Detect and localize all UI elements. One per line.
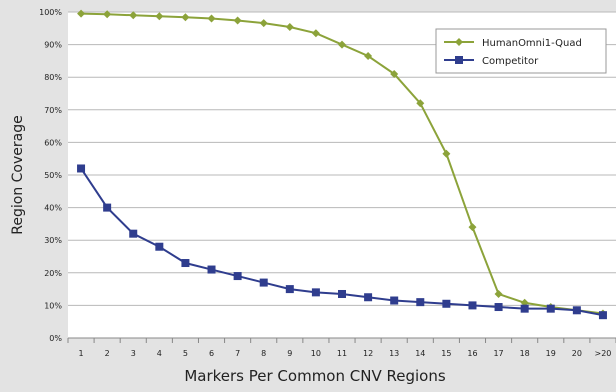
- data-point: [520, 304, 529, 313]
- legend-box: [435, 28, 607, 74]
- data-point: [285, 285, 294, 294]
- data-point: [338, 40, 346, 49]
- y-tick-label: 70%: [44, 106, 62, 115]
- data-point: [390, 69, 399, 78]
- x-tick-label: 7: [235, 349, 240, 358]
- series-1: [77, 164, 607, 320]
- x-tick-label: 19: [546, 349, 556, 358]
- data-point: [468, 223, 477, 232]
- x-tick-label: 9: [287, 349, 292, 358]
- y-tick-label: 90%: [44, 41, 62, 50]
- data-point: [311, 29, 320, 38]
- x-tick-label: 20: [572, 349, 582, 358]
- x-tick-label: 5: [183, 349, 188, 358]
- data-point: [77, 9, 86, 18]
- legend-marker: [455, 56, 463, 64]
- x-tick-label: 18: [520, 349, 530, 358]
- data-point: [181, 13, 190, 22]
- data-point: [181, 259, 190, 268]
- data-point: [207, 265, 216, 274]
- x-tick-label: 12: [363, 349, 373, 358]
- x-tick-label: 3: [131, 349, 136, 358]
- x-tick-label: 16: [467, 349, 477, 358]
- data-point: [416, 298, 425, 307]
- legend: HumanOmni1-Quad Competitor: [435, 28, 607, 74]
- x-tick-label: >20: [595, 349, 612, 358]
- data-point: [468, 301, 477, 310]
- series-layer: [77, 9, 607, 320]
- data-point: [572, 306, 581, 315]
- data-point: [77, 164, 86, 173]
- y-tick-label: 60%: [44, 138, 62, 147]
- data-point: [338, 289, 346, 298]
- data-point: [233, 272, 242, 281]
- x-axis-label: Markers Per Common CNV Regions: [184, 367, 446, 385]
- legend-label: HumanOmni1-Quad: [482, 38, 582, 49]
- y-tick-label: 50%: [44, 171, 62, 180]
- data-point: [285, 22, 294, 31]
- y-axis-ticks: 0% 10% 20% 30% 40% 50% 60% 70% 80% 90% 100%: [39, 8, 62, 343]
- data-point: [494, 303, 503, 312]
- x-axis-ticks: 1 2 3 4 5 6 7 8 9 10 11 12 13 14 15 16 17 18 19 20 >20: [67, 338, 616, 358]
- data-point: [598, 311, 607, 320]
- y-tick-label: 100%: [39, 8, 62, 17]
- data-point: [442, 149, 451, 158]
- data-point: [259, 19, 268, 28]
- data-point: [311, 288, 320, 297]
- x-tick-label: 15: [441, 349, 451, 358]
- x-tick-label: 11: [337, 349, 347, 358]
- x-tick-label: 10: [311, 349, 321, 358]
- data-point: [364, 52, 373, 61]
- data-point: [155, 242, 164, 251]
- data-point: [364, 293, 373, 302]
- x-tick-label: 17: [493, 349, 503, 358]
- data-point: [129, 229, 138, 238]
- data-point: [442, 299, 451, 308]
- data-point: [233, 16, 242, 25]
- data-point: [546, 304, 555, 313]
- x-tick-label: 2: [105, 349, 110, 358]
- x-tick-label: 6: [209, 349, 214, 358]
- data-point: [416, 99, 425, 108]
- y-tick-label: 40%: [44, 204, 62, 213]
- x-tick-label: 13: [389, 349, 399, 358]
- y-tick-label: 10%: [44, 301, 62, 310]
- x-tick-label: 8: [261, 349, 266, 358]
- y-tick-label: 20%: [44, 269, 62, 278]
- y-tick-label: 30%: [44, 236, 62, 245]
- data-point: [390, 296, 399, 305]
- data-point: [103, 203, 112, 212]
- data-point: [155, 12, 164, 21]
- data-point: [494, 289, 503, 298]
- x-tick-label: 14: [415, 349, 425, 358]
- data-point: [103, 10, 112, 19]
- y-tick-label: 80%: [44, 73, 62, 82]
- series-0: [77, 9, 607, 318]
- data-point: [259, 278, 268, 287]
- x-tick-label: 4: [157, 349, 162, 358]
- data-point: [207, 14, 216, 23]
- legend-label: Competitor: [482, 56, 539, 67]
- data-point: [129, 11, 138, 20]
- legend-marker: [455, 38, 463, 46]
- y-tick-label: 0%: [49, 334, 62, 343]
- y-axis-label: Region Coverage: [10, 115, 26, 234]
- x-tick-label: 1: [79, 349, 84, 358]
